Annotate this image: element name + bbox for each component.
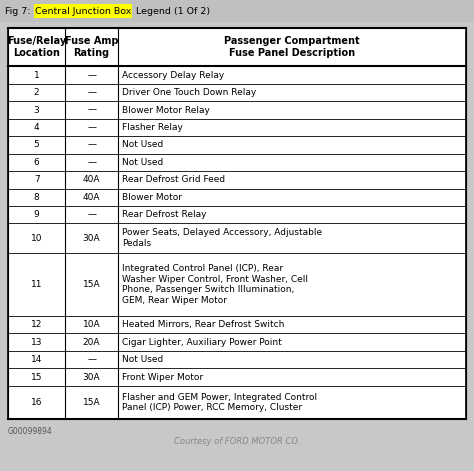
Text: Central Junction Box: Central Junction Box [35,7,131,16]
Text: 15A: 15A [83,280,100,289]
Text: Fuse Amp
Rating: Fuse Amp Rating [65,36,118,58]
Text: 14: 14 [31,355,42,364]
Text: 2: 2 [34,88,39,97]
Text: 11: 11 [31,280,42,289]
Text: —: — [87,88,96,97]
Text: 8: 8 [34,193,39,202]
Text: Blower Motor: Blower Motor [122,193,182,202]
Text: Rear Defrost Relay: Rear Defrost Relay [122,210,206,219]
Text: —: — [87,71,96,80]
Text: 15A: 15A [83,398,100,407]
Text: 10A: 10A [83,320,100,329]
Text: Fuse/Relay
Location: Fuse/Relay Location [7,36,66,58]
FancyBboxPatch shape [34,4,132,18]
Text: 20A: 20A [83,338,100,347]
Text: Front Wiper Motor: Front Wiper Motor [122,373,203,382]
Text: Flasher and GEM Power, Integrated Control
Panel (ICP) Power, RCC Memory, Cluster: Flasher and GEM Power, Integrated Contro… [122,392,317,412]
Text: Fig 7:: Fig 7: [5,7,34,16]
Text: 40A: 40A [83,193,100,202]
Text: Legend (1 Of 2): Legend (1 Of 2) [133,7,210,16]
Text: —: — [87,106,96,114]
Text: Not Used: Not Used [122,158,163,167]
Text: Not Used: Not Used [122,355,163,364]
Text: Accessory Delay Relay: Accessory Delay Relay [122,71,224,80]
Text: Courtesy of FORD MOTOR CO.: Courtesy of FORD MOTOR CO. [174,437,300,446]
Text: —: — [87,123,96,132]
Text: 12: 12 [31,320,42,329]
FancyBboxPatch shape [0,0,474,22]
Text: G00099894: G00099894 [8,427,53,436]
Text: —: — [87,158,96,167]
Text: 1: 1 [34,71,39,80]
Text: 7: 7 [34,175,39,184]
Text: 16: 16 [31,398,42,407]
Text: —: — [87,355,96,364]
Text: Heated Mirrors, Rear Defrost Switch: Heated Mirrors, Rear Defrost Switch [122,320,284,329]
Text: Driver One Touch Down Relay: Driver One Touch Down Relay [122,88,256,97]
Text: 4: 4 [34,123,39,132]
Text: Rear Defrost Grid Feed: Rear Defrost Grid Feed [122,175,225,184]
Text: —: — [87,210,96,219]
Text: Integrated Control Panel (ICP), Rear
Washer Wiper Control, Front Washer, Cell
Ph: Integrated Control Panel (ICP), Rear Was… [122,264,308,305]
Text: 3: 3 [34,106,39,114]
Text: Blower Motor Relay: Blower Motor Relay [122,106,210,114]
Text: Flasher Relay: Flasher Relay [122,123,183,132]
Text: 5: 5 [34,140,39,149]
FancyBboxPatch shape [8,28,466,419]
Text: 40A: 40A [83,175,100,184]
Text: 13: 13 [31,338,42,347]
Text: Cigar Lighter, Auxiliary Power Point: Cigar Lighter, Auxiliary Power Point [122,338,282,347]
Text: Not Used: Not Used [122,140,163,149]
Text: Passenger Compartment
Fuse Panel Description: Passenger Compartment Fuse Panel Descrip… [224,36,360,58]
Text: 15: 15 [31,373,42,382]
Text: 10: 10 [31,234,42,243]
Text: Power Seats, Delayed Accessory, Adjustable
Pedals: Power Seats, Delayed Accessory, Adjustab… [122,228,322,248]
Text: —: — [87,140,96,149]
Text: 6: 6 [34,158,39,167]
Text: 9: 9 [34,210,39,219]
Text: 30A: 30A [83,373,100,382]
Text: 30A: 30A [83,234,100,243]
